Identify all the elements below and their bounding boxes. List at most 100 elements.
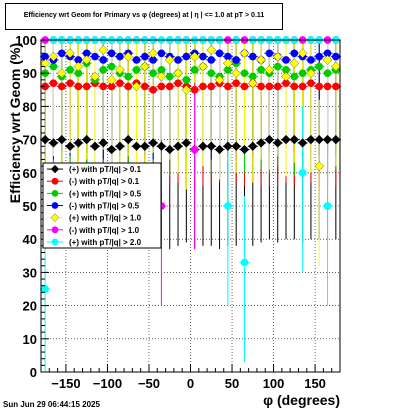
data-point (206, 141, 216, 151)
data-point (131, 141, 142, 151)
data-point (66, 66, 74, 74)
data-point (41, 82, 49, 91)
x-tick-label: 0 (187, 376, 194, 391)
data-point (41, 52, 49, 61)
data-point (307, 56, 315, 64)
data-point (51, 189, 59, 197)
data-point (256, 55, 266, 65)
data-point (314, 134, 324, 145)
data-point (140, 82, 149, 91)
data-point (181, 138, 192, 148)
data-point (149, 69, 157, 78)
data-point (256, 138, 266, 148)
x-tick-label: 100 (263, 376, 285, 391)
data-point (281, 134, 291, 145)
data-point (207, 82, 216, 91)
data-point (73, 138, 84, 148)
y-tick-label: 70 (23, 133, 37, 148)
data-point (224, 202, 232, 210)
chart-title: Efficiency wrt Geom for Primary vs φ (de… (23, 12, 265, 19)
data-point (198, 61, 208, 72)
data-point (190, 145, 199, 154)
data-point (98, 45, 109, 55)
data-point (156, 71, 167, 82)
data-point (132, 56, 141, 64)
legend-entry: (-) with pT/|q| > 1.0 (69, 226, 140, 235)
y-tick-label: 40 (23, 232, 37, 247)
timestamp-footer: Sun Jun 29 06:44:15 2025 (3, 400, 100, 409)
data-point (51, 238, 59, 246)
data-point (315, 52, 324, 61)
data-point (248, 141, 258, 151)
data-point (91, 52, 99, 61)
data-point (49, 62, 58, 71)
data-point (74, 82, 83, 91)
legend-entry: (-) with pT/|q| > 0.1 (69, 177, 140, 186)
data-point (257, 66, 265, 74)
data-point (107, 49, 116, 58)
data-point (165, 55, 175, 65)
y-axis-label: Efficiency wrt Geom (%) (7, 43, 23, 203)
data-point (157, 66, 166, 74)
data-point (231, 141, 241, 151)
x-tick-label: 50 (225, 376, 239, 391)
data-point (165, 82, 174, 91)
data-point (264, 134, 275, 145)
data-point (65, 141, 75, 151)
data-point (81, 55, 92, 65)
data-point (323, 69, 332, 78)
data-point (124, 82, 133, 91)
data-point (307, 79, 315, 87)
data-point (182, 52, 191, 61)
series-ffff00 (40, 45, 341, 171)
data-point (248, 78, 258, 88)
x-tick-label: −100 (93, 376, 122, 391)
data-point (131, 81, 142, 92)
data-point (65, 48, 75, 58)
data-point (207, 56, 216, 64)
data-point (48, 51, 59, 62)
data-point (140, 52, 149, 61)
data-point (156, 141, 167, 151)
data-point (206, 45, 216, 55)
data-point (314, 161, 324, 171)
data-point (190, 85, 199, 94)
data-point (66, 79, 74, 87)
data-point (207, 69, 216, 78)
data-point (265, 82, 274, 91)
data-point (49, 79, 58, 87)
data-point (322, 55, 333, 65)
data-point (165, 144, 175, 155)
data-point (190, 66, 199, 74)
data-point (282, 79, 290, 87)
data-point (107, 82, 116, 91)
legend-entry: (+) with pT/|q| > 1.0 (69, 214, 142, 223)
data-point (290, 72, 299, 81)
data-point (99, 82, 108, 91)
data-point (199, 52, 207, 61)
data-point (140, 61, 150, 72)
data-point (224, 52, 232, 61)
y-tick-label: 90 (23, 66, 37, 81)
data-point (257, 82, 265, 91)
data-point (215, 49, 224, 58)
grid (41, 39, 340, 373)
x-tick-label: −50 (138, 376, 160, 391)
data-point (99, 56, 108, 64)
data-point (240, 69, 249, 78)
data-point (223, 141, 233, 151)
data-point (99, 66, 108, 74)
data-point (51, 177, 59, 185)
data-point (272, 51, 283, 62)
data-point (240, 258, 249, 267)
data-point (57, 82, 66, 91)
data-point (107, 62, 116, 71)
data-point (298, 69, 307, 78)
data-point (332, 52, 340, 61)
data-point (116, 52, 124, 61)
data-point (323, 202, 332, 210)
x-tick-label: −150 (51, 376, 80, 391)
data-point (232, 56, 241, 64)
data-point (174, 79, 182, 87)
data-point (123, 51, 133, 62)
